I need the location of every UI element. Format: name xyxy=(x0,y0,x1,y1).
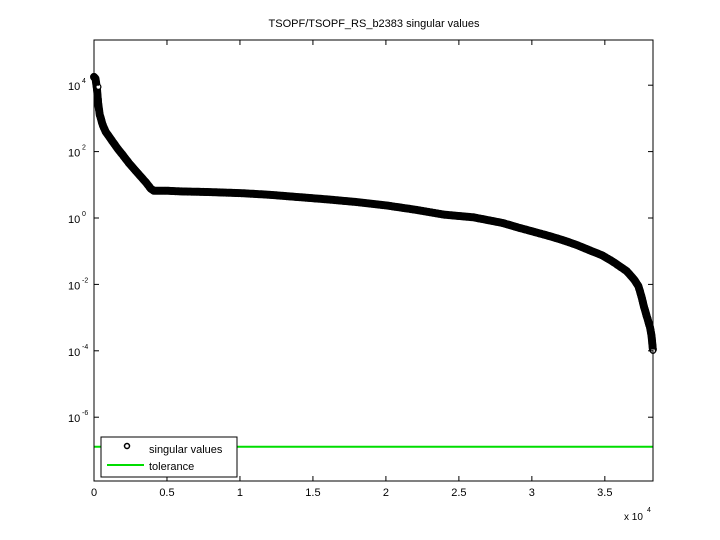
y-tick-exponent: 0 xyxy=(82,211,86,218)
y-tick-exponent: -6 xyxy=(82,410,88,417)
x-multiplier-exponent: 4 xyxy=(647,507,651,514)
circle-marker-icon xyxy=(123,442,131,450)
x-tick-label: 2.5 xyxy=(451,487,466,499)
legend-box xyxy=(100,436,238,478)
x-axis-ticks: 0 0.5 1 1.5 2 2.5 3 3.5 xyxy=(91,40,612,499)
y-tick-exponent: -2 xyxy=(82,277,88,284)
legend-label-singular-values: singular values xyxy=(149,444,223,456)
legend-label-tolerance: tolerance xyxy=(149,461,194,473)
x-tick-label: 1.5 xyxy=(305,487,320,499)
legend: singular values tolerance xyxy=(100,436,238,478)
y-tick-exponent: -4 xyxy=(82,344,88,351)
y-tick-label: 10 xyxy=(68,347,80,359)
chart-title: TSOPF/TSOPF_RS_b2383 singular values xyxy=(269,18,480,30)
y-tick-label: 10 xyxy=(68,280,80,292)
x-tick-label: 0.5 xyxy=(159,487,174,499)
singular-values-series xyxy=(90,72,657,354)
y-tick-label: 10 xyxy=(68,214,80,226)
x-tick-label: 2 xyxy=(383,487,389,499)
y-tick-label: 10 xyxy=(68,413,80,425)
x-tick-label: 1 xyxy=(237,487,243,499)
x-multiplier-label: x 10 xyxy=(624,512,643,523)
axes-box xyxy=(93,39,654,482)
x-tick-label: 3 xyxy=(529,487,535,499)
y-tick-label: 10 xyxy=(68,81,80,93)
y-tick-exponent: 4 xyxy=(82,78,86,85)
x-tick-label: 0 xyxy=(91,487,97,499)
y-tick-label: 10 xyxy=(68,148,80,160)
y-tick-exponent: 2 xyxy=(82,145,86,152)
x-tick-label: 3.5 xyxy=(597,487,612,499)
